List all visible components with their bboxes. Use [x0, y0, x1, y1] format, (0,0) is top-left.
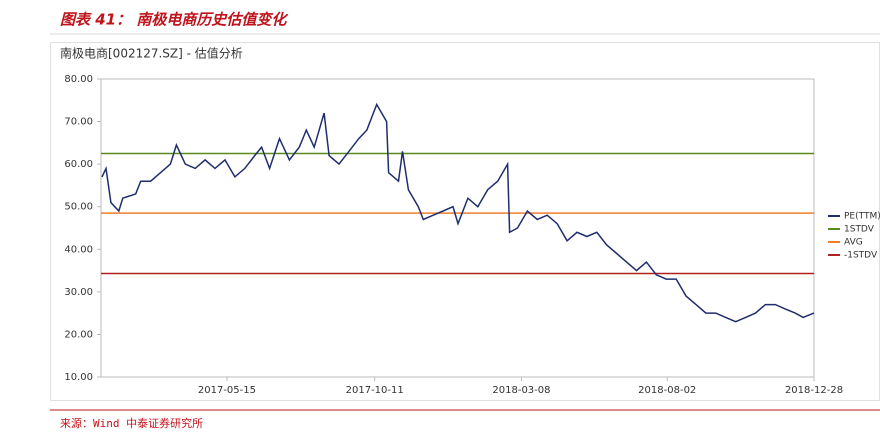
x-tick-label: 2017-10-11: [346, 385, 404, 396]
legend-label: AVG: [844, 238, 863, 248]
y-tick-label: 30.00: [64, 287, 93, 298]
x-tick-label: 2017-05-15: [198, 385, 256, 396]
x-tick-label: 2018-08-02: [638, 385, 696, 396]
y-tick-label: 80.00: [64, 74, 93, 85]
y-tick-label: 70.00: [64, 117, 93, 128]
x-tick-label: 2018-03-08: [492, 385, 550, 396]
y-tick-label: 10.00: [64, 372, 93, 383]
y-tick-label: 60.00: [64, 159, 93, 170]
chart-subtitle: 南极电商[002127.SZ] - 估值分析: [60, 46, 243, 61]
y-tick-label: 40.00: [64, 244, 93, 255]
legend-label: PE(TTM): [844, 212, 880, 222]
source-note: 来源：Wind 中泰证券研究所: [60, 416, 203, 430]
pe-line: [101, 102, 815, 323]
plot-area: [100, 78, 815, 378]
legend-label: -1STDV: [844, 251, 878, 261]
chart-frame: [50, 42, 880, 401]
legend-label: 1STDV: [844, 225, 875, 235]
y-tick-label: 20.00: [64, 329, 93, 340]
chart-title: 图表 41： 南极电商历史估值变化: [60, 11, 288, 29]
x-tick-label: 2018-12-28: [785, 385, 843, 396]
y-tick-label: 50.00: [64, 202, 93, 213]
